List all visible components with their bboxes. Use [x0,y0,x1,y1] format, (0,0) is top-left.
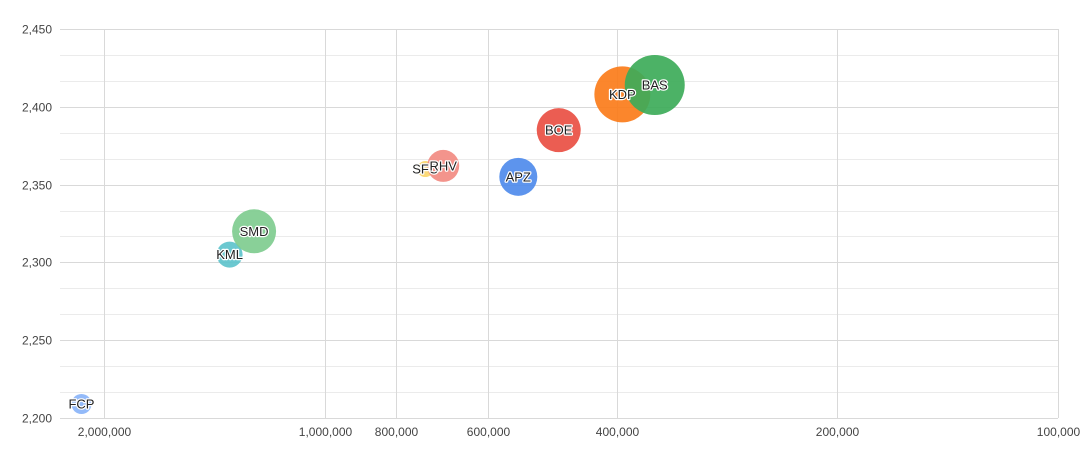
y-tick-label: 2,300 [22,256,52,270]
bubble-label-bas: BAS [642,78,668,93]
bubble-label-sfc: SFC [412,162,438,177]
major-gridlines [60,29,1059,419]
bubble-label-kdp: KDP [609,87,636,102]
bubble-boe[interactable] [536,108,581,153]
bubble-label-rhv: RHV [429,158,457,173]
y-tick-label: 2,450 [22,23,52,37]
bubble-label-smd: SMD [240,224,269,239]
bubble-fcp[interactable] [71,393,92,414]
y-tick-label: 2,200 [22,412,52,426]
x-tick-label: 200,000 [816,425,860,439]
bubble-series [71,55,685,414]
x-tick-label: 600,000 [467,425,511,439]
x-tick-label: 1,000,000 [299,425,353,439]
x-axis-tick-labels: 2,000,000 1,000,000 800,000 600,000 400,000 2… [78,425,1081,439]
x-tick-label: 2,000,000 [78,425,132,439]
bubble-kml[interactable] [216,241,243,268]
y-tick-label: 2,250 [22,334,52,348]
y-tick-label: 2,350 [22,179,52,193]
bubble-rhv[interactable] [427,149,460,182]
x-tick-label: 100,000 [1037,425,1081,439]
bubble-smd[interactable] [232,209,277,254]
bubble-bas[interactable] [624,55,685,116]
bubble-label-boe: BOE [545,123,573,138]
minor-gridlines [60,55,1058,393]
x-tick-label: 800,000 [375,425,419,439]
bubble-label-apz: APZ [506,169,531,184]
bubble-label-fcp: FCP [68,396,94,411]
y-axis-tick-labels: 2,200 2,250 2,300 2,350 2,400 2,450 [22,23,52,426]
bubble-apz[interactable] [499,157,538,196]
y-tick-label: 2,400 [22,101,52,115]
x-tick-label: 400,000 [596,425,640,439]
bubble-label-kml: KML [216,247,243,262]
